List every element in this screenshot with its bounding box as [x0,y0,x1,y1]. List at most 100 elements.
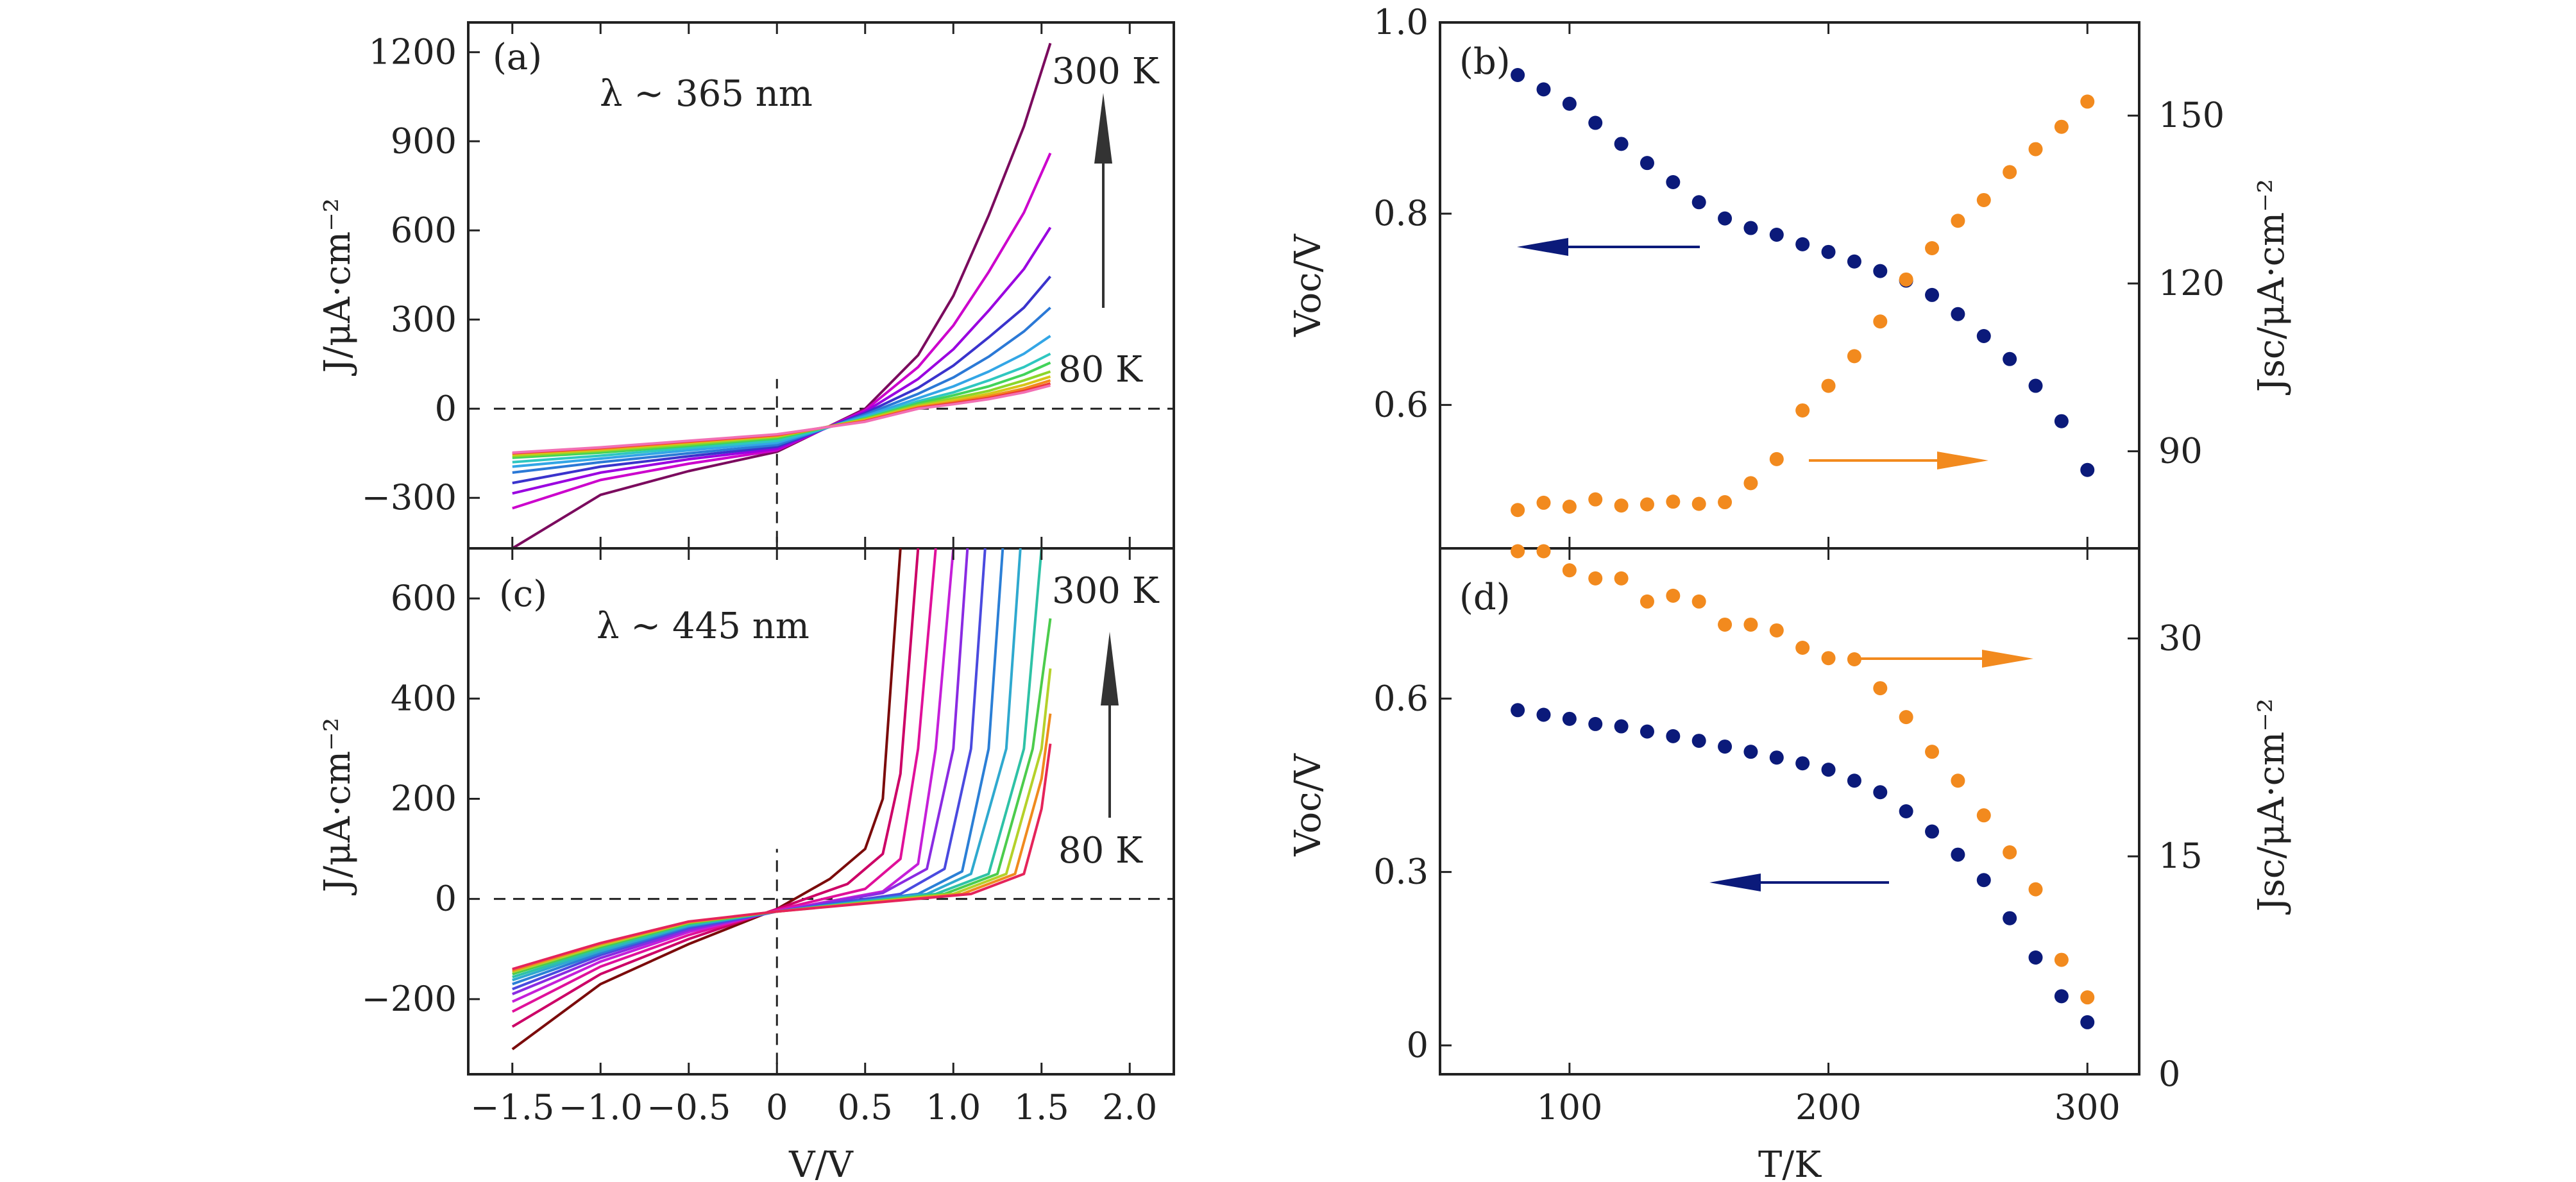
panel-b-point-s2-160K [1718,495,1733,510]
panel-a-80k-label: 80 K [1058,349,1143,391]
panel-b-point-s1-90K [1536,82,1551,97]
panel-b-right-y-axis-title: Jsc/μA·cm⁻² [2251,179,2292,396]
panel-b-left-y-tick-label: 0.8 [1373,193,1428,233]
panel-d-point-s1-200K [1821,763,1836,777]
panel-d-left-y-tick-label: 0.3 [1373,852,1428,892]
panel-a-iv-curve-1 [511,42,1052,548]
panel-b: (b) 0.6 0.8 1.0 90 120 150 [1373,2,2224,550]
panel-b-point-s2-120K [1614,498,1629,513]
panel-c-curves [511,548,1052,1051]
left-x-axis-title: V/V [788,1144,854,1182]
panel-a-iv-curve-6 [512,335,1051,468]
panel-b-point-s1-250K [1951,307,1965,321]
panel-d-right-y-axis-title: Jsc/μA·cm⁻² [2251,698,2292,915]
panel-b-point-s2-110K [1588,492,1603,507]
panel-c-80k-label: 80 K [1058,830,1143,872]
panel-c-iv-curve-10 [512,618,1052,975]
panel-b-point-s1-210K [1847,254,1861,269]
panel-b-point-s1-110K [1588,115,1603,130]
panel-b-point-s2-290K [2054,119,2069,134]
panel-b-label: (b) [1459,41,1511,83]
panel-c-iv-curve-1 [511,548,902,1051]
panel-c-y-tick-label: 0 [435,879,457,919]
panel-a-y-axis-title: J/μA·cm⁻² [317,198,359,376]
panel-c-x-tick-label: −1.0 [559,1087,643,1127]
panel-d-point-s2-240K [1925,745,1940,759]
panel-b-point-s1-130K [1640,156,1654,171]
panel-b-plot-area: 0.6 0.8 1.0 90 120 150 [1373,2,2224,548]
panel-b-point-s2-80K [1511,503,1525,518]
panel-c-y-tick-label: −200 [362,979,457,1019]
panel-d-point-s2-190K [1795,640,1810,655]
panel-b-point-s1-170K [1743,221,1758,235]
panel-d-label: (d) [1459,577,1511,618]
panel-a-wavelength: λ ~ 365 nm [600,73,813,115]
panel-d-frame [1439,547,2140,1076]
panel-a-y-tick-label: 900 [391,121,457,161]
panel-d-point-s1-150K [1691,734,1706,748]
panel-b-right-y-tick-label: 120 [2158,263,2224,303]
panel-c-plot-area: −1.5 −1.0 −0.5 0 0.5 1.0 1.5 2.0 −200 0 200 400 600 [362,548,1174,1127]
panel-d-point-s1-180K [1769,750,1784,765]
panel-b-point-s2-100K [1562,500,1577,514]
panel-c-x-tick-label: −1.5 [470,1087,554,1127]
panel-b-point-s2-180K [1769,452,1784,466]
panel-d-point-s2-150K [1691,594,1706,609]
panel-d-right-y-tick-label: 30 [2158,618,2203,658]
panel-d-point-s2-90K [1536,544,1551,559]
panel-b-point-s2-230K [1899,272,1913,287]
panel-a: (a) λ ~ 365 nm 300 K 80 K −300 0 300 600 900… [362,21,1175,550]
panel-d-point-s2-210K [1847,652,1861,667]
panel-a-iv-curve-2 [512,152,1052,510]
panel-b-point-s2-190K [1795,403,1810,418]
panel-a-temperature-arrow-head [1094,93,1112,164]
panel-b-point-s2-150K [1691,496,1706,511]
panel-a-frame [467,21,1175,550]
panel-d-point-s1-280K [2028,950,2043,965]
panel-a-y-tick-label: 600 [391,210,457,250]
panel-b-point-s1-180K [1769,227,1784,242]
panel-b-jsc-arrow-head [1937,452,1988,469]
panel-b-point-s1-280K [2028,378,2043,393]
panel-d-point-s2-290K [2054,952,2069,967]
panel-d-point-s1-110K [1588,716,1603,731]
panel-c-x-tick-label: 1.5 [1014,1087,1069,1127]
panel-d-point-s2-140K [1666,588,1681,603]
panel-c-wavelength: λ ~ 445 nm [597,605,809,647]
panel-c-iv-curve-11 [512,668,1052,974]
panel-d-point-s2-180K [1769,623,1784,637]
panel-a-y-tick-label: −300 [362,477,457,518]
panel-d-point-s1-160K [1718,739,1733,754]
panel-c: (c) λ ~ 445 nm 300 K 80 K −1.5 −1.0 −0.5 0 0… [362,547,1175,1127]
panel-b-frame [1439,21,2140,550]
panel-d-point-s2-200K [1821,651,1836,666]
panel-c-iv-curve-3 [511,548,937,1013]
panel-c-x-tick-label: 1.0 [926,1087,981,1127]
panel-b-point-s1-190K [1795,237,1810,251]
panel-c-iv-curve-2 [511,548,920,1028]
panel-a-iv-curve-7 [512,352,1051,464]
panel-c-x-tick-label: 0.5 [838,1087,893,1127]
panel-b-point-s2-270K [2003,165,2017,180]
panel-a-plot-area: −300 0 300 600 900 1200 [362,22,1174,548]
panel-d-point-s1-270K [2003,911,2017,925]
panel-d-point-s2-220K [1873,681,1888,696]
panel-a-iv-curve-5 [512,307,1051,474]
panel-d-point-s2-250K [1951,773,1965,788]
panel-d-point-s1-210K [1847,773,1861,788]
panel-c-x-tick-label: −0.5 [647,1087,731,1127]
panel-d-point-s2-170K [1743,617,1758,632]
panel-d-point-s1-260K [1976,873,1991,888]
panel-d-left-y-axis-title: Voc/V [1287,753,1329,857]
panel-c-y-axis-title: J/μA·cm⁻² [317,718,359,895]
panel-d-point-s2-100K [1562,563,1577,578]
panel-a-curves [511,42,1052,548]
panel-d-point-s2-110K [1588,571,1603,586]
panel-a-300k-label: 300 K [1052,51,1160,92]
panel-d-point-s1-80K [1511,703,1525,718]
panel-d-point-s1-250K [1951,847,1965,862]
panel-b-point-s2-250K [1951,214,1965,228]
panel-a-iv-curve-13 [512,384,1051,454]
panel-b-point-s2-200K [1821,378,1836,393]
panel-d-point-s1-240K [1925,824,1940,839]
